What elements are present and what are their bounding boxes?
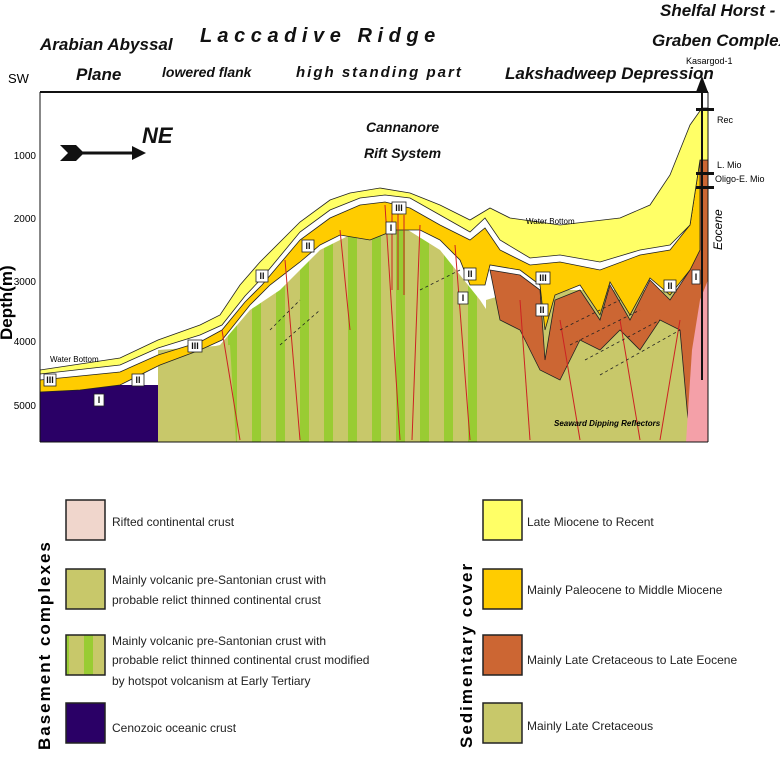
unit-marker: II	[301, 239, 315, 253]
svg-text:II: II	[467, 269, 472, 279]
oceanic-crust	[40, 385, 158, 442]
high-standing-label: high standing part	[296, 64, 463, 81]
unit-marker: II	[255, 269, 269, 283]
well-tick-oligo	[696, 186, 714, 189]
unit-marker: III	[535, 271, 551, 285]
svg-text:I: I	[98, 395, 101, 405]
svg-text:II: II	[259, 271, 264, 281]
basement-plain	[158, 345, 236, 442]
water-bottom-label-east: Water Bottom	[526, 217, 575, 226]
tick-2000: 2000	[14, 214, 37, 225]
unit-marker: III	[43, 373, 57, 387]
legend-label-cretaceous-eocene: Mainly Late Cretaceous to Late Eocene	[527, 653, 737, 667]
legend-swatch-late-miocene	[482, 499, 523, 541]
unit-marker: II	[663, 279, 677, 293]
tick-4000: 4000	[14, 337, 37, 348]
unit-marker: I	[385, 221, 397, 235]
tick-1000: 1000	[14, 151, 37, 162]
svg-text:II: II	[135, 375, 140, 385]
legend-swatch-late-cretaceous	[482, 702, 523, 744]
rift-label-1: Cannanore	[366, 119, 439, 135]
depth-ticks: 1000 2000 3000 4000 5000	[14, 151, 37, 412]
unit-marker: II	[463, 267, 477, 281]
arabian-label-1: Arabian Abyssal	[39, 35, 174, 54]
unit-marker: I	[691, 269, 701, 285]
well-tick-rec	[696, 108, 714, 111]
direction-label: NE	[142, 123, 174, 148]
legend-label-hotspot-1: Mainly volcanic pre-Santonian crust with	[112, 634, 326, 648]
legend-label-volcanic-2: probable relict thinned continental crus…	[112, 593, 321, 607]
water-bottom-label-west: Water Bottom	[50, 355, 99, 364]
svg-text:I: I	[462, 293, 465, 303]
legend-label-rifted: Rifted continental crust	[112, 515, 235, 529]
unit-marker: I	[457, 291, 469, 305]
well-oligo-label: Oligo-E. Mio	[715, 174, 765, 184]
legend-swatch-oceanic	[65, 702, 106, 744]
legend-label-late-cretaceous: Mainly Late Cretaceous	[527, 719, 653, 733]
svg-text:I: I	[390, 223, 393, 233]
section-body	[40, 107, 708, 442]
well-tick-lmio	[696, 172, 714, 175]
svg-text:III: III	[46, 375, 54, 385]
svg-text:I: I	[695, 272, 698, 282]
unit-marker: III	[187, 339, 203, 353]
legend-label-volcanic-1: Mainly volcanic pre-Santonian crust with	[112, 573, 326, 587]
legend-label-oceanic: Cenozoic oceanic crust	[112, 721, 237, 735]
shelfal-label-1: Shelfal Horst -	[660, 1, 776, 20]
unit-marker: I	[93, 393, 105, 407]
svg-text:III: III	[191, 341, 199, 351]
well-arrow-icon	[696, 76, 708, 92]
legend-sediment-title: Sedimentary cover	[457, 562, 476, 748]
svg-text:III: III	[395, 203, 403, 213]
well-rec-label: Rec	[717, 115, 734, 125]
legend-basement-title: Basement complexes	[35, 540, 54, 750]
tick-3000: 3000	[14, 277, 37, 288]
legend-swatch-rifted	[65, 499, 106, 541]
well-eocene-label: Eocene	[711, 209, 725, 250]
region-title: L a c c a d i v e R i d g e	[200, 25, 435, 47]
tick-5000: 5000	[14, 401, 37, 412]
unit-marker: II	[535, 303, 549, 317]
seaward-dipping-reflectors	[269, 269, 681, 376]
legend-label-paleocene: Mainly Paleocene to Middle Miocene	[527, 583, 723, 597]
rift-label-2: Rift System	[364, 145, 441, 161]
arabian-label-2: Plane	[76, 65, 121, 84]
late-miocene-recent-layer	[40, 107, 708, 375]
well-name: Kasargod-1	[686, 56, 733, 66]
legend-label-hotspot-2: probable relict thinned continental crus…	[112, 653, 369, 667]
legend-label-hotspot-3: by hotspot volcanism at Early Tertiary	[112, 674, 311, 688]
unit-marker: II	[131, 373, 145, 387]
svg-text:II: II	[539, 305, 544, 315]
unit-marker: III	[391, 201, 407, 215]
legend-label-late-miocene: Late Miocene to Recent	[527, 515, 654, 529]
svg-text:III: III	[539, 273, 547, 283]
late-cretaceous-eocene-layer	[489, 159, 708, 442]
svg-text:II: II	[305, 241, 310, 251]
lowered-flank-label: lowered flank	[162, 64, 253, 80]
sw-label: SW	[8, 71, 30, 86]
legend-swatch-volcanic	[65, 568, 106, 610]
svg-text:II: II	[667, 281, 672, 291]
lakshadweep-label: Lakshadweep Depression	[505, 64, 714, 83]
direction-arrow-icon	[60, 145, 146, 161]
shelfal-label-2: Graben Complex	[652, 31, 780, 50]
legend-swatch-volcanic-hotspot	[65, 634, 106, 676]
seaward-label: Seaward Dipping Reflectors	[554, 419, 661, 428]
well-lmio-label: L. Mio	[717, 160, 742, 170]
legend-swatch-cretaceous-eocene	[482, 634, 523, 676]
legend-swatch-paleocene	[482, 568, 523, 610]
axis-label: Depth(m)	[0, 265, 16, 340]
